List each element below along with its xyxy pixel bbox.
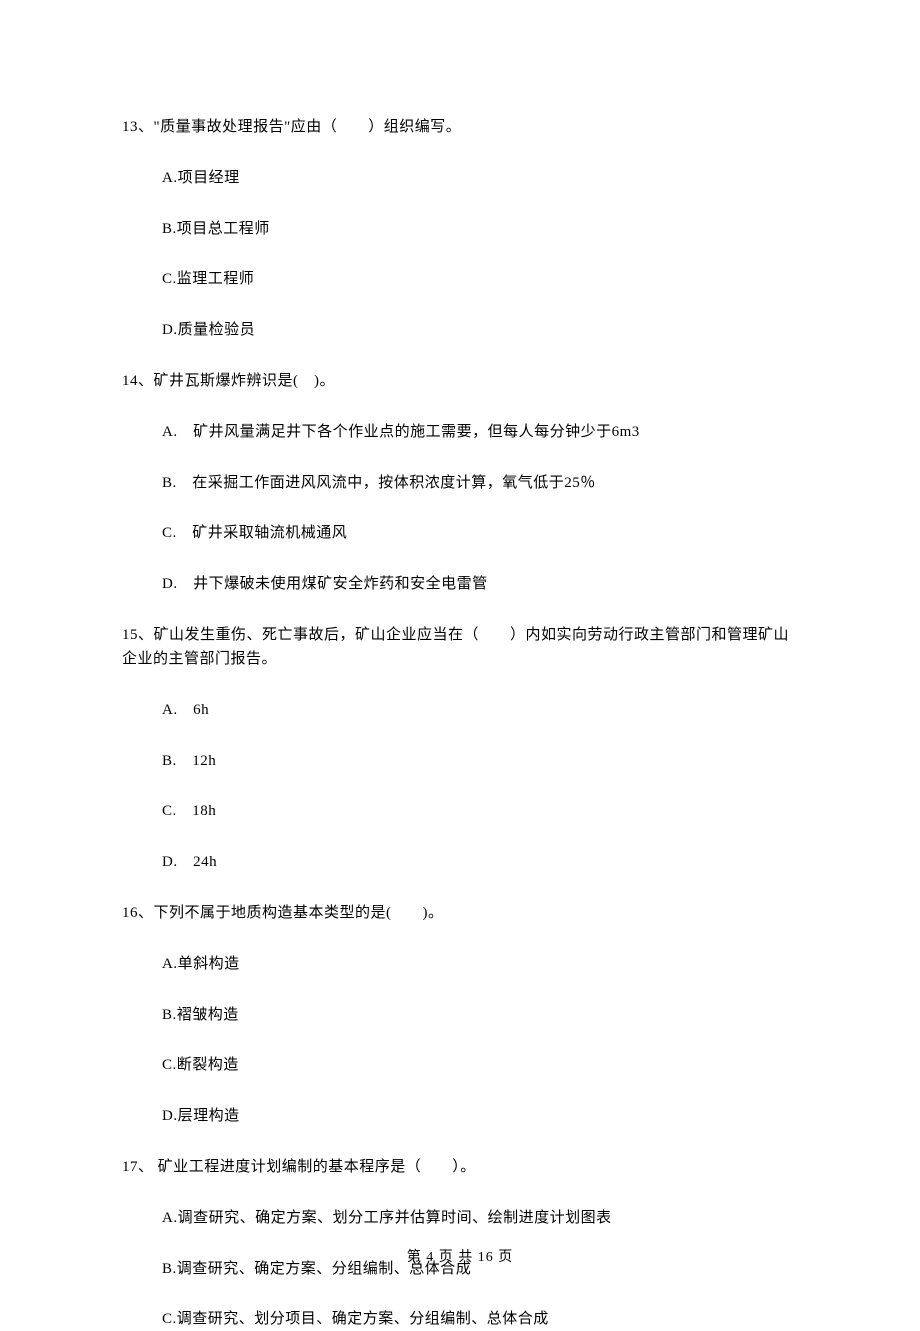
question-option: B.褶皱构造 bbox=[162, 1004, 800, 1027]
question-option: A.单斜构造 bbox=[162, 953, 800, 976]
question-option: D. 井下爆破未使用煤矿安全炸药和安全电雷管 bbox=[162, 573, 800, 596]
page-footer: 第 4 页 共 16 页 bbox=[0, 1246, 920, 1266]
question-17: 17、 矿业工程进度计划编制的基本程序是（ ）。 A.调查研究、确定方案、划分工… bbox=[122, 1155, 800, 1331]
question-option: D.层理构造 bbox=[162, 1105, 800, 1128]
question-option: B. 12h bbox=[162, 750, 800, 773]
question-option: C.断裂构造 bbox=[162, 1054, 800, 1077]
question-option: C.监理工程师 bbox=[162, 268, 800, 291]
question-option: D. 24h bbox=[162, 851, 800, 874]
question-stem: 13、"质量事故处理报告"应由（ ）组织编写。 bbox=[122, 115, 800, 139]
question-option: B. 在采掘工作面进风风流中，按体积浓度计算，氧气低于25％ bbox=[162, 472, 800, 495]
question-stem: 17、 矿业工程进度计划编制的基本程序是（ ）。 bbox=[122, 1155, 800, 1179]
question-14: 14、矿井瓦斯爆炸辨识是( )。 A. 矿井风量满足井下各个作业点的施工需要，但… bbox=[122, 369, 800, 595]
question-16: 16、下列不属于地质构造基本类型的是( )。 A.单斜构造 B.褶皱构造 C.断… bbox=[122, 901, 800, 1127]
question-option: B.项目总工程师 bbox=[162, 218, 800, 241]
question-15: 15、矿山发生重伤、死亡事故后，矿山企业应当在（ ）内如实向劳动行政主管部门和管… bbox=[122, 623, 800, 873]
question-stem: 14、矿井瓦斯爆炸辨识是( )。 bbox=[122, 369, 800, 393]
question-option: A.调查研究、确定方案、划分工序并估算时间、绘制进度计划图表 bbox=[162, 1207, 800, 1230]
question-option: A. 6h bbox=[162, 699, 800, 722]
question-stem: 15、矿山发生重伤、死亡事故后，矿山企业应当在（ ）内如实向劳动行政主管部门和管… bbox=[122, 623, 800, 671]
question-option: C.调查研究、划分项目、确定方案、分组编制、总体合成 bbox=[162, 1308, 800, 1331]
question-option: D.质量检验员 bbox=[162, 319, 800, 342]
question-option: A. 矿井风量满足井下各个作业点的施工需要，但每人每分钟少于6m3 bbox=[162, 421, 800, 444]
question-option: A.项目经理 bbox=[162, 167, 800, 190]
question-option: C. 矿井采取轴流机械通风 bbox=[162, 522, 800, 545]
question-option: C. 18h bbox=[162, 800, 800, 823]
question-13: 13、"质量事故处理报告"应由（ ）组织编写。 A.项目经理 B.项目总工程师 … bbox=[122, 115, 800, 341]
question-stem: 16、下列不属于地质构造基本类型的是( )。 bbox=[122, 901, 800, 925]
